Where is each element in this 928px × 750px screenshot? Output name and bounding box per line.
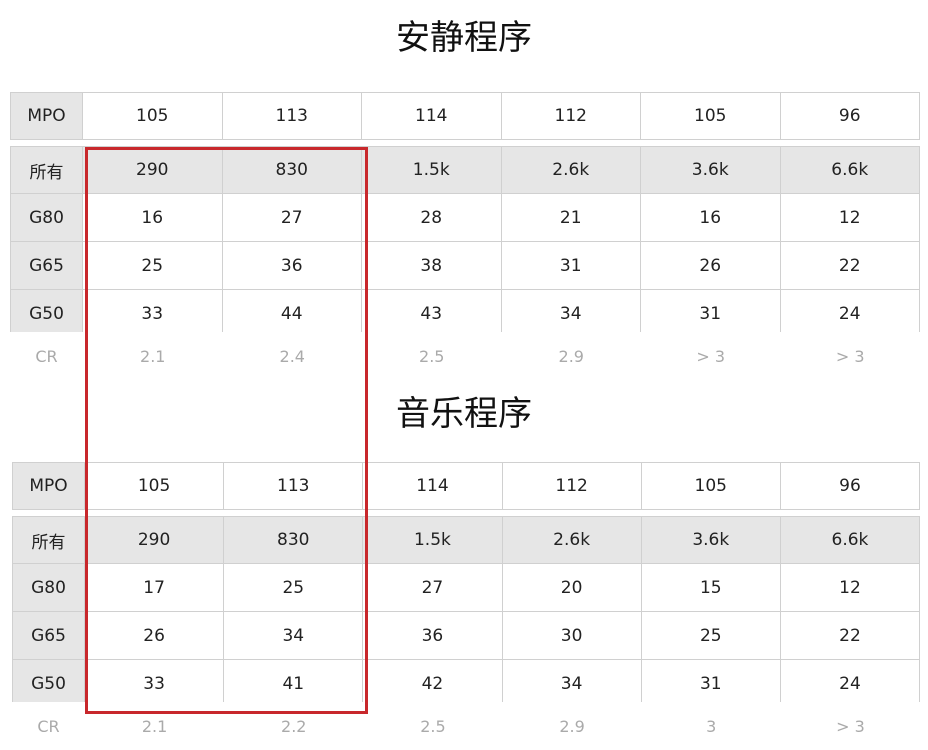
table-cell: 2.4 [222, 332, 362, 380]
table-cell: 96 [780, 462, 921, 510]
table-cell: 112 [501, 92, 641, 140]
table-cell: > 3 [780, 332, 920, 380]
table-cell: > 3 [780, 702, 921, 750]
row-cr: CR 2.1 2.4 2.5 2.9 > 3 > 3 [10, 332, 920, 380]
table-cell: 105 [641, 462, 781, 510]
table-cell: 3.6k [641, 146, 781, 194]
row-g50: G50 33 41 42 34 31 24 [12, 660, 921, 708]
table-cell: 36 [222, 242, 362, 290]
table-cell: 44 [222, 290, 362, 338]
table-cell: 38 [362, 242, 502, 290]
table-cell: 830 [224, 516, 364, 564]
title-music-program: 音乐程序 [396, 394, 532, 434]
table-cell: 830 [222, 146, 362, 194]
table-cell: 6.6k [780, 146, 920, 194]
table-cell: 34 [502, 660, 642, 708]
table-cell: 2.1 [85, 702, 225, 750]
table-cell: 290 [83, 146, 223, 194]
table-cell: 34 [501, 290, 641, 338]
row-g50: G50 33 44 43 34 31 24 [10, 290, 920, 338]
table-cell: 43 [362, 290, 502, 338]
row-label: G50 [12, 660, 85, 708]
row-g65: G65 25 36 38 31 26 22 [10, 242, 920, 290]
table-cell: 27 [363, 564, 503, 612]
table-cell: 2.9 [501, 332, 641, 380]
table-cell: 36 [363, 612, 503, 660]
table-cell: 2.5 [363, 702, 503, 750]
row-label: MPO [10, 92, 83, 140]
table-cell: 15 [641, 564, 781, 612]
table-cell: 24 [780, 290, 920, 338]
table-cell: 20 [502, 564, 642, 612]
table-cell: 41 [224, 660, 364, 708]
mpo-row: MPO 105 113 114 112 105 96 [12, 462, 921, 510]
table-cell: 1.5k [363, 516, 503, 564]
table-cell: 31 [641, 660, 781, 708]
row-label: G65 [12, 612, 85, 660]
table-cell: 22 [780, 612, 921, 660]
row-label: MPO [12, 462, 85, 510]
table-cell: 31 [501, 242, 641, 290]
table-cell: 31 [641, 290, 781, 338]
table-cell: 12 [780, 564, 921, 612]
table-cell: 25 [83, 242, 223, 290]
row-g65: G65 26 34 36 30 25 22 [12, 612, 921, 660]
table-cell: 290 [85, 516, 225, 564]
table-cell: 21 [501, 194, 641, 242]
table-cell: 105 [83, 92, 223, 140]
table-cell: 42 [363, 660, 503, 708]
title-quiet-program: 安静程序 [396, 18, 532, 58]
row-label: CR [12, 702, 85, 750]
table-cell: 26 [641, 242, 781, 290]
table-cell: 113 [224, 462, 364, 510]
table-cell: 112 [502, 462, 642, 510]
mpo-row: MPO 105 113 114 112 105 96 [10, 92, 920, 140]
table-cell: 22 [780, 242, 920, 290]
row-label: 所有 [10, 146, 83, 194]
table-cell: 2.9 [502, 702, 642, 750]
table-cell: 96 [780, 92, 920, 140]
row-label: G80 [12, 564, 85, 612]
row-g80: G80 16 27 28 21 16 12 [10, 194, 920, 242]
table-cell: 2.5 [362, 332, 502, 380]
table-cell: 114 [363, 462, 503, 510]
row-label: G65 [10, 242, 83, 290]
table-cell: 12 [780, 194, 920, 242]
table-cell: 28 [362, 194, 502, 242]
table-cell: 2.2 [224, 702, 364, 750]
row-all: 所有 290 830 1.5k 2.6k 3.6k 6.6k [12, 516, 921, 564]
row-label: G50 [10, 290, 83, 338]
table-cell: 6.6k [780, 516, 921, 564]
table-cell: 3.6k [641, 516, 781, 564]
row-label: CR [10, 332, 83, 380]
table-cell: 2.6k [501, 146, 641, 194]
table-cell: 113 [222, 92, 362, 140]
table-cell: 25 [224, 564, 364, 612]
table-cell: 33 [85, 660, 225, 708]
table-cell: 25 [641, 612, 781, 660]
table-cell: 33 [83, 290, 223, 338]
table-cell: 16 [641, 194, 781, 242]
table-cell: 105 [85, 462, 225, 510]
table-cell: 16 [83, 194, 223, 242]
table-cell: 27 [222, 194, 362, 242]
table-cell: 17 [85, 564, 225, 612]
row-label: G80 [10, 194, 83, 242]
row-cr: CR 2.1 2.2 2.5 2.9 3 > 3 [12, 702, 921, 750]
row-all: 所有 290 830 1.5k 2.6k 3.6k 6.6k [10, 146, 920, 194]
row-g80: G80 17 25 27 20 15 12 [12, 564, 921, 612]
table-cell: 114 [362, 92, 502, 140]
table-cell: 26 [85, 612, 225, 660]
table-cell: 24 [780, 660, 921, 708]
table-cell: 34 [224, 612, 364, 660]
table-cell: 2.6k [502, 516, 642, 564]
table-cell: 105 [641, 92, 781, 140]
table-cell: 30 [502, 612, 642, 660]
table-cell: 3 [641, 702, 781, 750]
table-cell: 2.1 [83, 332, 223, 380]
table-cell: > 3 [641, 332, 781, 380]
table-cell: 1.5k [362, 146, 502, 194]
row-label: 所有 [12, 516, 85, 564]
